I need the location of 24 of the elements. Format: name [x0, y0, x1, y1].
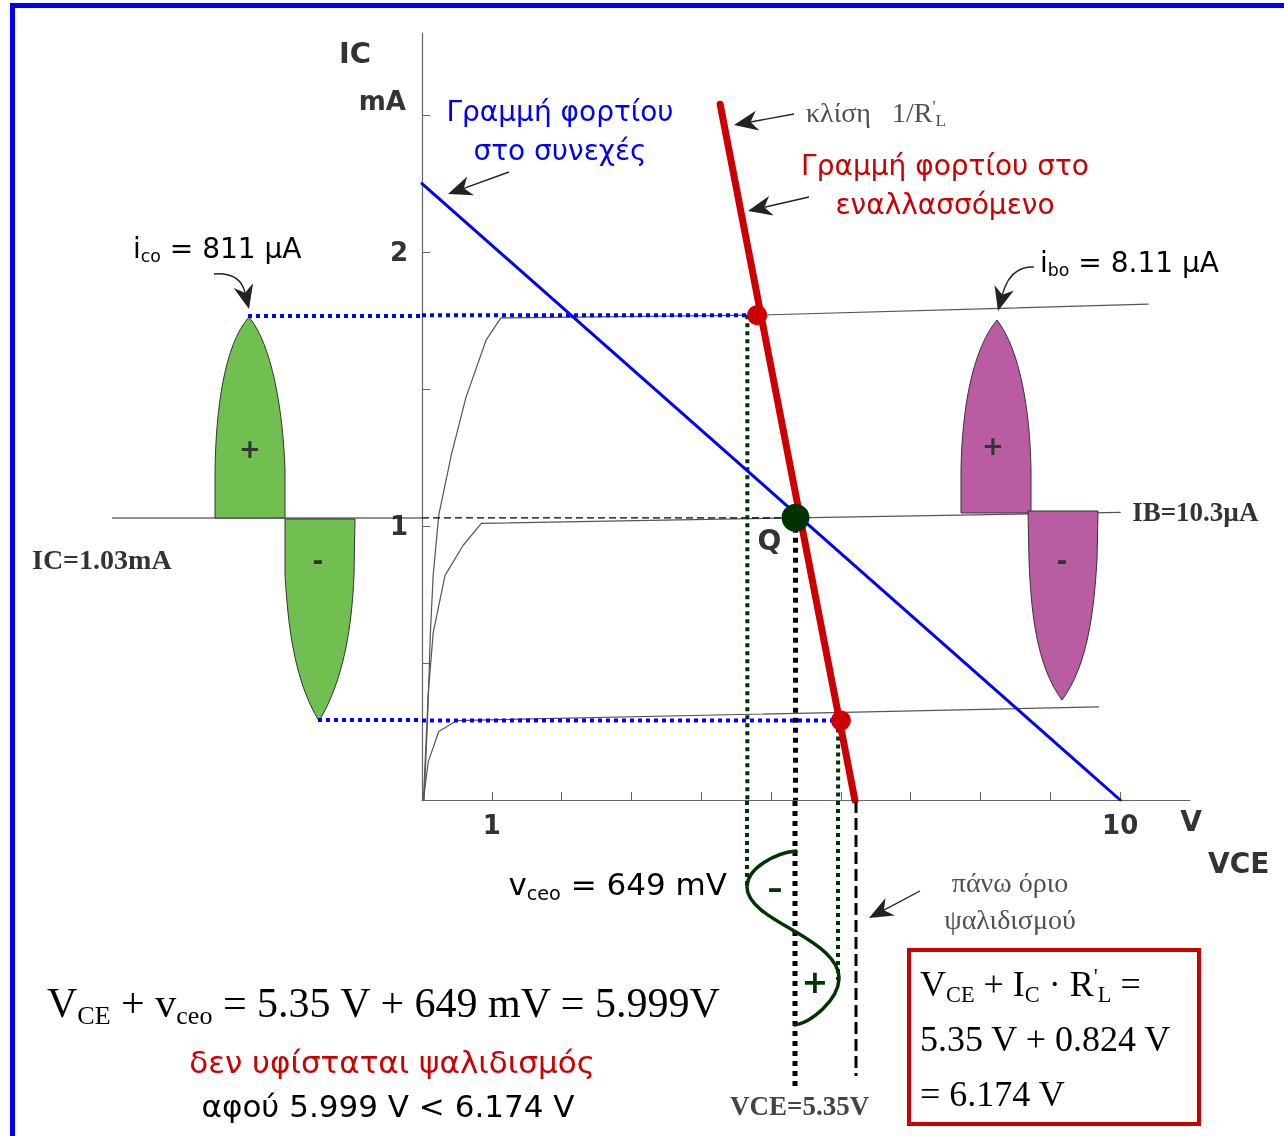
annotation: i$_{bo}$ = 8.11 µA: [1040, 246, 1219, 281]
annotation: Q: [757, 523, 782, 558]
text: –: [767, 870, 783, 906]
annotation: -: [1056, 546, 1068, 578]
text: αφού 5.999 V < 6.174 V: [201, 1088, 575, 1126]
text: πάνω όριο ψαλιδισμού: [944, 866, 1076, 937]
text: IC=1.03mA: [32, 543, 172, 577]
x-axis-title: V VCE: [1180, 805, 1270, 881]
annotation: +: [982, 431, 1004, 463]
text: v$_{ceo}$ = 649 mV: [508, 866, 727, 905]
y-tick-label: 2: [389, 237, 408, 268]
text: V$_{CE}$ + I$_{C}$ · R$^{'}$$_{L}$ = 5.35 V + 0.824 V = 6.174 V: [920, 963, 1171, 1114]
x-tick-label: 10: [1102, 810, 1139, 840]
text: -: [312, 546, 324, 578]
text: VCE=5.35V: [730, 1090, 870, 1123]
text: +: [801, 963, 829, 1002]
annotation: Γραμμή φορτίου στο συνεχές: [446, 94, 674, 169]
y-axis-title: IC mA: [339, 36, 406, 118]
text: +: [239, 434, 261, 466]
text: δεν υφίσταται ψαλιδισμός: [189, 1044, 595, 1082]
text: i$_{co}$ = 811 µA: [133, 232, 302, 267]
text: V$_{CE}$ + v$_{ceo}$ = 5.35 V + 649 mV = 5.999V: [47, 979, 720, 1030]
annotation: Γραμμή φορτίου στο εναλλασσόμενο: [801, 148, 1089, 223]
series-label: IB=10.3µA: [1132, 497, 1259, 528]
